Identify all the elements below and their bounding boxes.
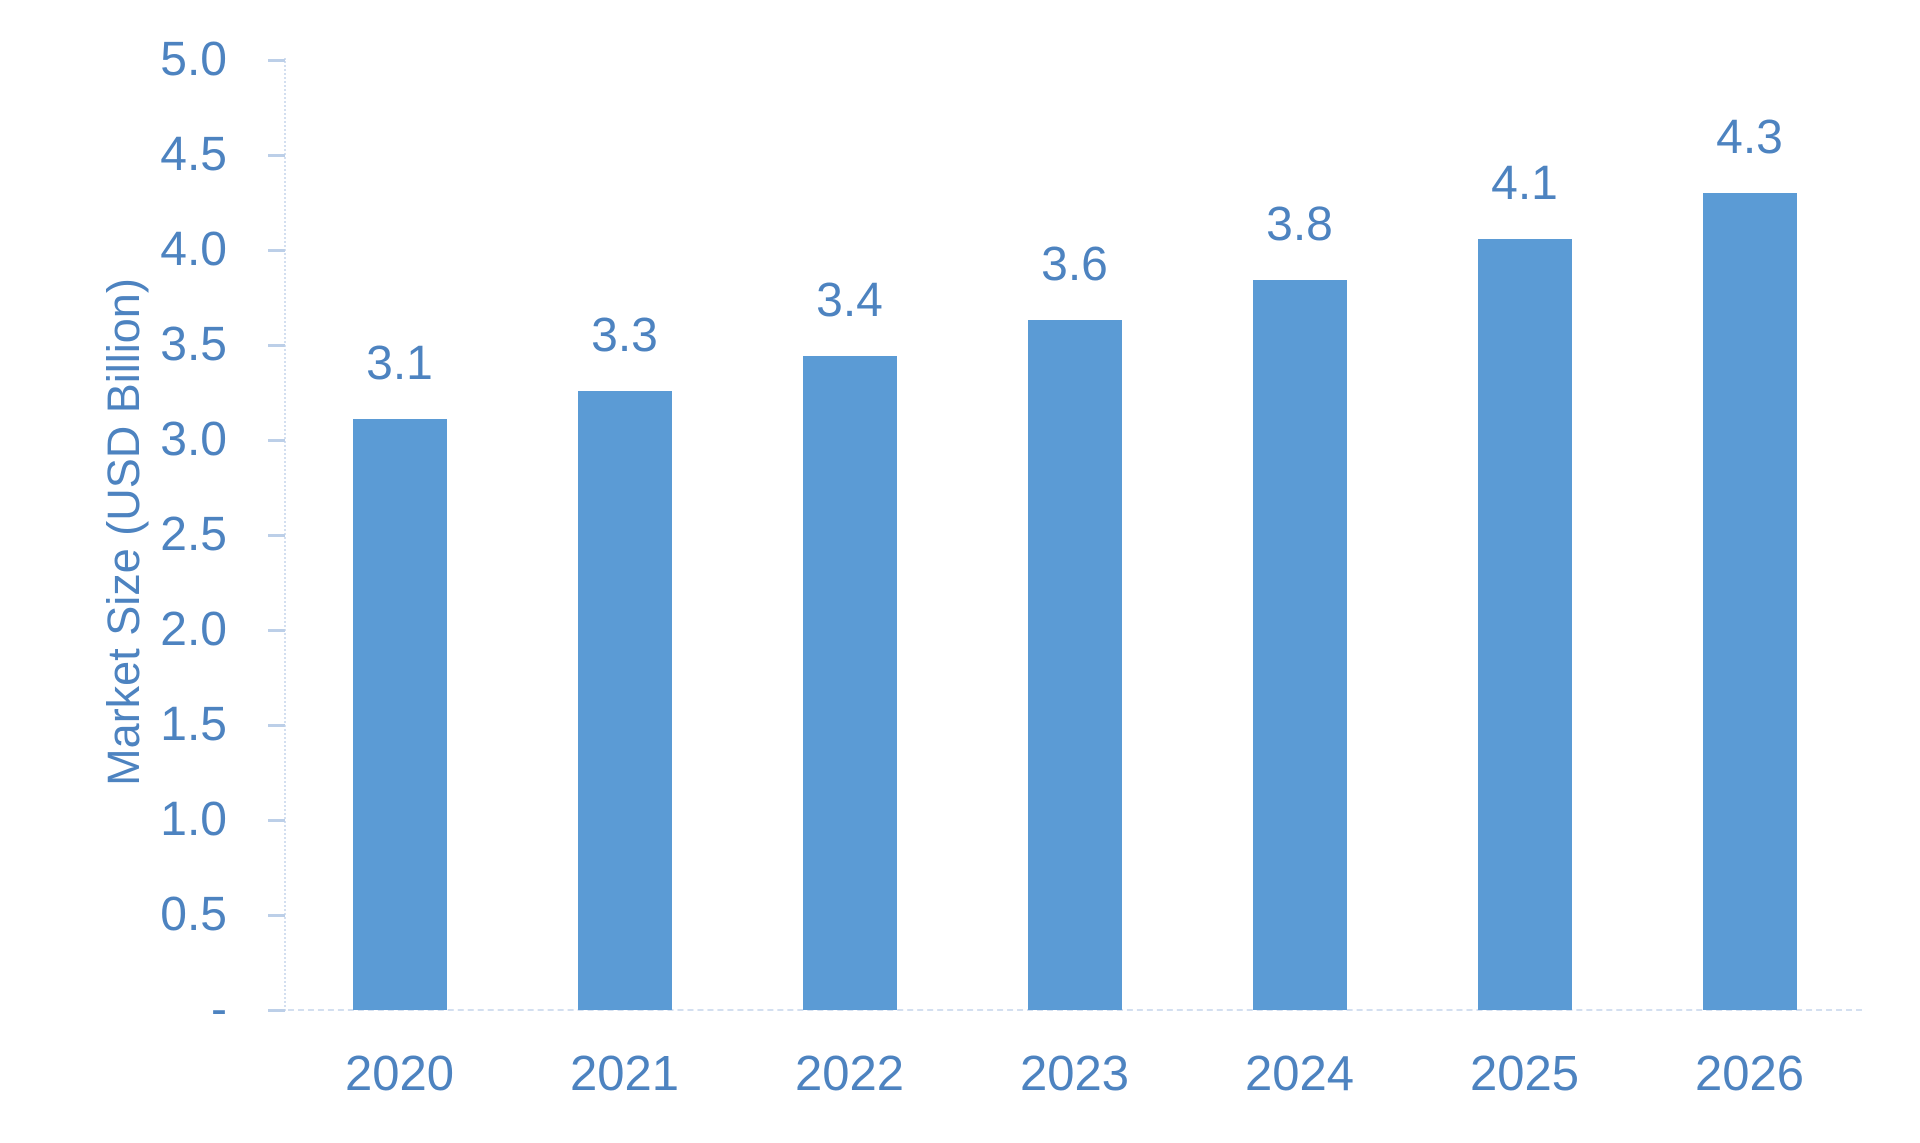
bar-2025 (1477, 238, 1572, 1010)
y-tick-mark (268, 248, 285, 252)
bar-2024 (1252, 280, 1347, 1010)
y-tick-label: 2.5 (160, 508, 227, 561)
y-tick-label: 1.5 (160, 698, 227, 751)
y-tick-label: 0.5 (160, 888, 227, 941)
y-tick-label: 4.0 (160, 223, 227, 276)
y-tick-label: 3.5 (160, 318, 227, 371)
y-tick-mark (268, 1008, 285, 1012)
y-tick-label: - (211, 983, 227, 1036)
y-tick-mark (268, 533, 285, 537)
bar-value-label-2022: 3.4 (816, 274, 883, 328)
y-tick-label: 3.0 (160, 413, 227, 466)
bar-value-label-2020: 3.1 (366, 337, 433, 391)
x-tick-label-2026: 2026 (1694, 1047, 1804, 1101)
bar-value-label-2025: 4.1 (1491, 156, 1558, 210)
x-tick-label-2021: 2021 (569, 1047, 679, 1101)
x-tick-label-2020: 2020 (344, 1047, 454, 1101)
x-tick-label-2022: 2022 (794, 1047, 904, 1101)
bar-2020 (352, 419, 447, 1010)
bar-2022 (802, 356, 897, 1010)
bar-value-label-2023: 3.6 (1041, 238, 1108, 292)
bar-value-label-2024: 3.8 (1266, 198, 1333, 252)
y-tick-label: 5.0 (160, 33, 227, 86)
x-tick-label-2024: 2024 (1244, 1047, 1354, 1101)
bar-2021 (577, 390, 672, 1010)
y-tick-mark (268, 58, 285, 62)
y-tick-mark (268, 913, 285, 917)
y-axis-line (284, 58, 286, 1011)
y-tick-mark (268, 818, 285, 822)
y-tick-mark (268, 343, 285, 347)
y-tick-mark (268, 628, 285, 632)
y-tick-mark (268, 438, 285, 442)
bar-value-label-2021: 3.3 (591, 308, 658, 362)
y-tick-mark (268, 153, 285, 157)
x-tick-label-2025: 2025 (1469, 1047, 1579, 1101)
y-tick-mark (268, 723, 285, 727)
bar-2023 (1027, 320, 1122, 1010)
y-tick-label: 1.0 (160, 793, 227, 846)
bar-2026 (1702, 193, 1797, 1010)
y-tick-label: 4.5 (160, 128, 227, 181)
x-tick-label-2023: 2023 (1019, 1047, 1129, 1101)
bar-value-label-2026: 4.3 (1716, 111, 1783, 164)
y-tick-label: 2.0 (160, 603, 227, 656)
x-axis-line (268, 1009, 1862, 1011)
